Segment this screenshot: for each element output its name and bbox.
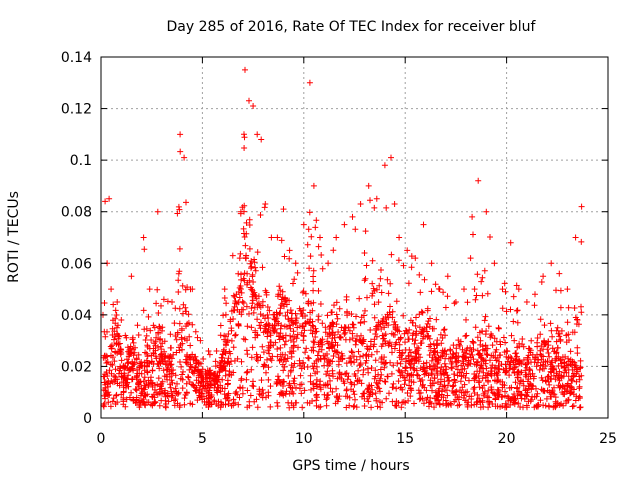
x-tick-label: 25 xyxy=(599,431,617,447)
y-tick-label: 0.1 xyxy=(70,153,92,169)
x-axis-label: GPS time / hours xyxy=(292,458,409,474)
y-tick-label: 0.06 xyxy=(61,256,92,272)
y-tick-label: 0.12 xyxy=(61,102,92,118)
y-tick-label: 0 xyxy=(83,411,92,427)
scatter-markers xyxy=(100,66,585,411)
x-tick-label: 20 xyxy=(498,431,516,447)
y-tick-label: 0.02 xyxy=(61,359,92,375)
x-tick-label: 0 xyxy=(97,431,106,447)
y-tick-labels: 0 0.02 0.04 0.06 0.08 0.1 0.12 0.14 xyxy=(61,50,92,427)
y-axis-label: ROTI / TECUs xyxy=(6,191,22,283)
x-tick-label: 5 xyxy=(198,431,207,447)
chart-title: Day 285 of 2016, Rate Of TEC Index for r… xyxy=(167,19,537,35)
plot-frame xyxy=(100,56,609,419)
data-points xyxy=(100,66,585,411)
y-tick-label: 0.14 xyxy=(61,50,92,66)
x-tick-labels: 0 5 10 15 20 25 xyxy=(97,431,617,447)
axis-ticks xyxy=(100,56,609,419)
y-tick-label: 0.08 xyxy=(61,205,92,221)
x-tick-label: 10 xyxy=(295,431,313,447)
x-tick-label: 15 xyxy=(396,431,414,447)
y-tick-label: 0.04 xyxy=(61,308,92,324)
